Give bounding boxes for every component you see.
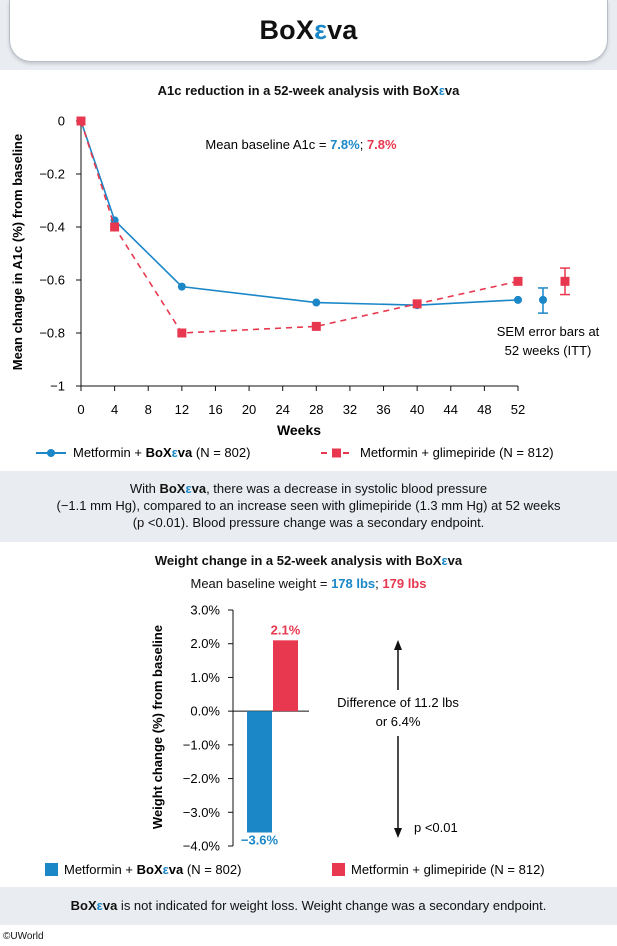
bp-note-line2: (−1.1 mm Hg), compared to an increase se… (56, 498, 561, 513)
bp-note: With BoXεva, there was a decrease in sys… (0, 471, 617, 542)
header-band: BoXεva (0, 0, 617, 70)
a1c-x-tick-label: 20 (242, 402, 256, 417)
a1c-y-tick-label: −1 (50, 379, 65, 394)
weight-y-tick-label: 1.0% (190, 670, 220, 685)
a1c-x-axis-label: Weeks (277, 422, 321, 438)
header-card: BoXεva (9, 0, 608, 62)
weight-y-tick-label: 3.0% (190, 603, 220, 618)
series-line-0 (80, 120, 519, 306)
a1c-x-tick-label: 12 (175, 402, 189, 417)
difference-line1: Difference of 11.2 lbs (337, 695, 459, 710)
a1c-y-tick-label: −0.2 (39, 167, 65, 182)
weight-y-tick-label: −1.0% (183, 737, 221, 752)
weight-bar-0 (247, 711, 272, 833)
a1c-x-tick-label: 36 (376, 402, 390, 417)
copyright: ©UWorld (3, 931, 44, 942)
series-point-1 (110, 222, 120, 232)
series-point-0 (177, 282, 186, 291)
a1c-y-tick-label: −0.8 (39, 326, 65, 341)
series-point-1 (177, 328, 187, 338)
a1c-x-tick-label: 52 (511, 402, 525, 417)
a1c-baseline-text: Mean baseline A1c = 7.8%; 7.8% (205, 137, 397, 152)
svg-text:Metformin + BoXεva (N = 802): Metformin + BoXεva (N = 802) (64, 862, 241, 877)
series-point-1 (412, 299, 422, 309)
series-line-1 (80, 120, 519, 334)
a1c-legend: Metformin + BoXεva (N = 802) Metformin +… (36, 445, 554, 460)
weight-y-tick-label: 2.0% (190, 636, 220, 651)
difference-line2: or 6.4% (376, 714, 421, 729)
a1c-y-tick-label: −0.4 (39, 220, 65, 235)
a1c-y-tick-label: −0.6 (39, 273, 65, 288)
p-value-label: p <0.01 (414, 820, 458, 835)
a1c-chart-title: A1c reduction in a 52-week analysis with… (157, 83, 460, 98)
a1c-y-axis-label: Mean change in A1c (%) from baseline (10, 134, 25, 370)
a1c-x-tick-label: 28 (309, 402, 323, 417)
weight-bar-label-1: 2.1% (271, 622, 301, 637)
a1c-y-tick-label: 0 (58, 114, 65, 129)
svg-text:Metformin + BoXεva (N = 802): Metformin + BoXεva (N = 802) (73, 445, 250, 460)
weight-chart-title: Weight change in a 52-week analysis with… (154, 553, 463, 568)
sem-annotation-line1: SEM error bars at (497, 324, 600, 339)
series-point-1 (513, 276, 523, 286)
legend-item-boxeva: Metformin + BoXεva (N = 802) (36, 445, 250, 460)
svg-text:Metformin + glimepiride (N = 8: Metformin + glimepiride (N = 812) (351, 862, 545, 877)
weight-y-tick-label: 0.0% (190, 704, 220, 719)
sem-point-0 (539, 295, 547, 304)
weight-legend: Metformin + BoXεva (N = 802) Metformin +… (45, 862, 545, 877)
sem-annotation-line2: 52 weeks (ITT) (505, 343, 592, 358)
series-point-1 (76, 116, 86, 126)
brand-title: BoXεva (259, 15, 358, 45)
weight-legend-item-boxeva: Metformin + BoXεva (N = 802) (45, 862, 241, 877)
legend-item-glimepiride: Metformin + glimepiride (N = 812) (321, 445, 554, 460)
a1c-x-tick-label: 44 (444, 402, 458, 417)
svg-text:Metformin + glimepiride (N = 8: Metformin + glimepiride (N = 812) (360, 445, 554, 460)
a1c-x-tick-label: 4 (111, 402, 118, 417)
weight-y-tick-label: −3.0% (183, 805, 221, 820)
weight-y-tick-label: −2.0% (183, 771, 221, 786)
weight-legend-item-glimepiride: Metformin + glimepiride (N = 812) (332, 862, 545, 877)
series-point-0 (514, 295, 522, 304)
series-point-0 (312, 298, 321, 307)
a1c-x-tick-label: 48 (477, 402, 491, 417)
a1c-line-chart: 0−0.2−0.4−0.6−0.8−10 4 8 12 16 20 24 28 32 36 40 44… (10, 114, 600, 439)
difference-arrow (394, 640, 402, 838)
a1c-x-tick-label: 16 (208, 402, 222, 417)
weight-baseline-text: Mean baseline weight = 178 lbs; 179 lbs (190, 576, 427, 591)
weight-bar-1 (273, 640, 298, 712)
a1c-x-tick-label: 24 (275, 402, 289, 417)
weight-y-axis-label: Weight change (%) from baseline (150, 625, 165, 829)
footer-note: BoXεva is not indicated for weight loss.… (0, 887, 617, 925)
bp-note-line3: (p <0.01). Blood pressure change was a s… (132, 515, 485, 530)
a1c-x-tick-label: 8 (145, 402, 152, 417)
a1c-x-tick-label: 0 (77, 402, 84, 417)
series-point-1 (311, 321, 321, 331)
weight-bar-label-0: −3.6% (241, 833, 279, 848)
a1c-x-tick-label: 40 (410, 402, 424, 417)
bp-note-line1: With BoXεva, there was a decrease in sys… (129, 481, 488, 496)
a1c-x-tick-label: 32 (343, 402, 357, 417)
sem-point-1 (560, 276, 570, 286)
weight-y-tick-label: −4.0% (183, 839, 221, 854)
